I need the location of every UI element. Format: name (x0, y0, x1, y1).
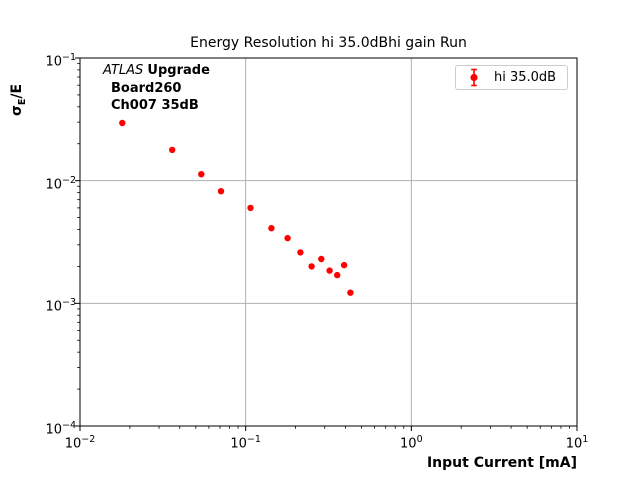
y-tick-label: 10−2 (45, 174, 76, 192)
data-point (247, 204, 254, 212)
y-axis-label-rest: /E (9, 83, 25, 99)
data-point (340, 261, 348, 269)
data-point (326, 267, 333, 274)
y-tick-label: 10−3 (45, 297, 76, 315)
data-point (318, 255, 325, 263)
x-axis-label: Input Current [mA] (426, 455, 577, 471)
data-point (284, 234, 291, 242)
data-point (334, 271, 341, 279)
atlas-annotation: ATLAS Upgrade Board260 Ch007 35dB (103, 62, 210, 115)
y-axis-label-symbol: σ (9, 105, 25, 116)
data-point (119, 119, 126, 127)
annotation-line2: Board260 (111, 80, 182, 96)
x-tick-label: 100 (400, 434, 423, 452)
y-tick-label: 10−4 (45, 420, 76, 438)
data-point (169, 146, 176, 154)
y-axis-label-subscript: E (16, 98, 28, 106)
annotation-line1: ATLAS Upgrade (103, 62, 210, 80)
annotation-upgrade-text: Upgrade (147, 63, 210, 78)
x-tick-label: 10−1 (230, 434, 261, 452)
data-point (347, 289, 354, 296)
y-tick-label: 10−1 (45, 52, 76, 70)
annotation-line3: Ch007 35dB (111, 98, 199, 113)
data-point (297, 249, 304, 256)
data-point (308, 263, 315, 270)
data-point (268, 225, 275, 232)
legend-errorbar-marker-icon (470, 68, 478, 87)
legend-series-label: hi 35.0dB (494, 70, 557, 85)
annotation-atlas-text: ATLAS (103, 63, 144, 78)
x-tick-label: 10−2 (64, 434, 96, 452)
data-point (217, 188, 225, 195)
y-axis-label: σE/E (9, 46, 28, 116)
axes-spines (79, 57, 578, 427)
x-tick-label: 101 (565, 434, 589, 452)
legend-box: hi 35.0dB (455, 65, 568, 90)
data-point (198, 171, 205, 178)
chart-title: Energy Resolution hi 35.0dBhi gain Run (190, 35, 467, 51)
